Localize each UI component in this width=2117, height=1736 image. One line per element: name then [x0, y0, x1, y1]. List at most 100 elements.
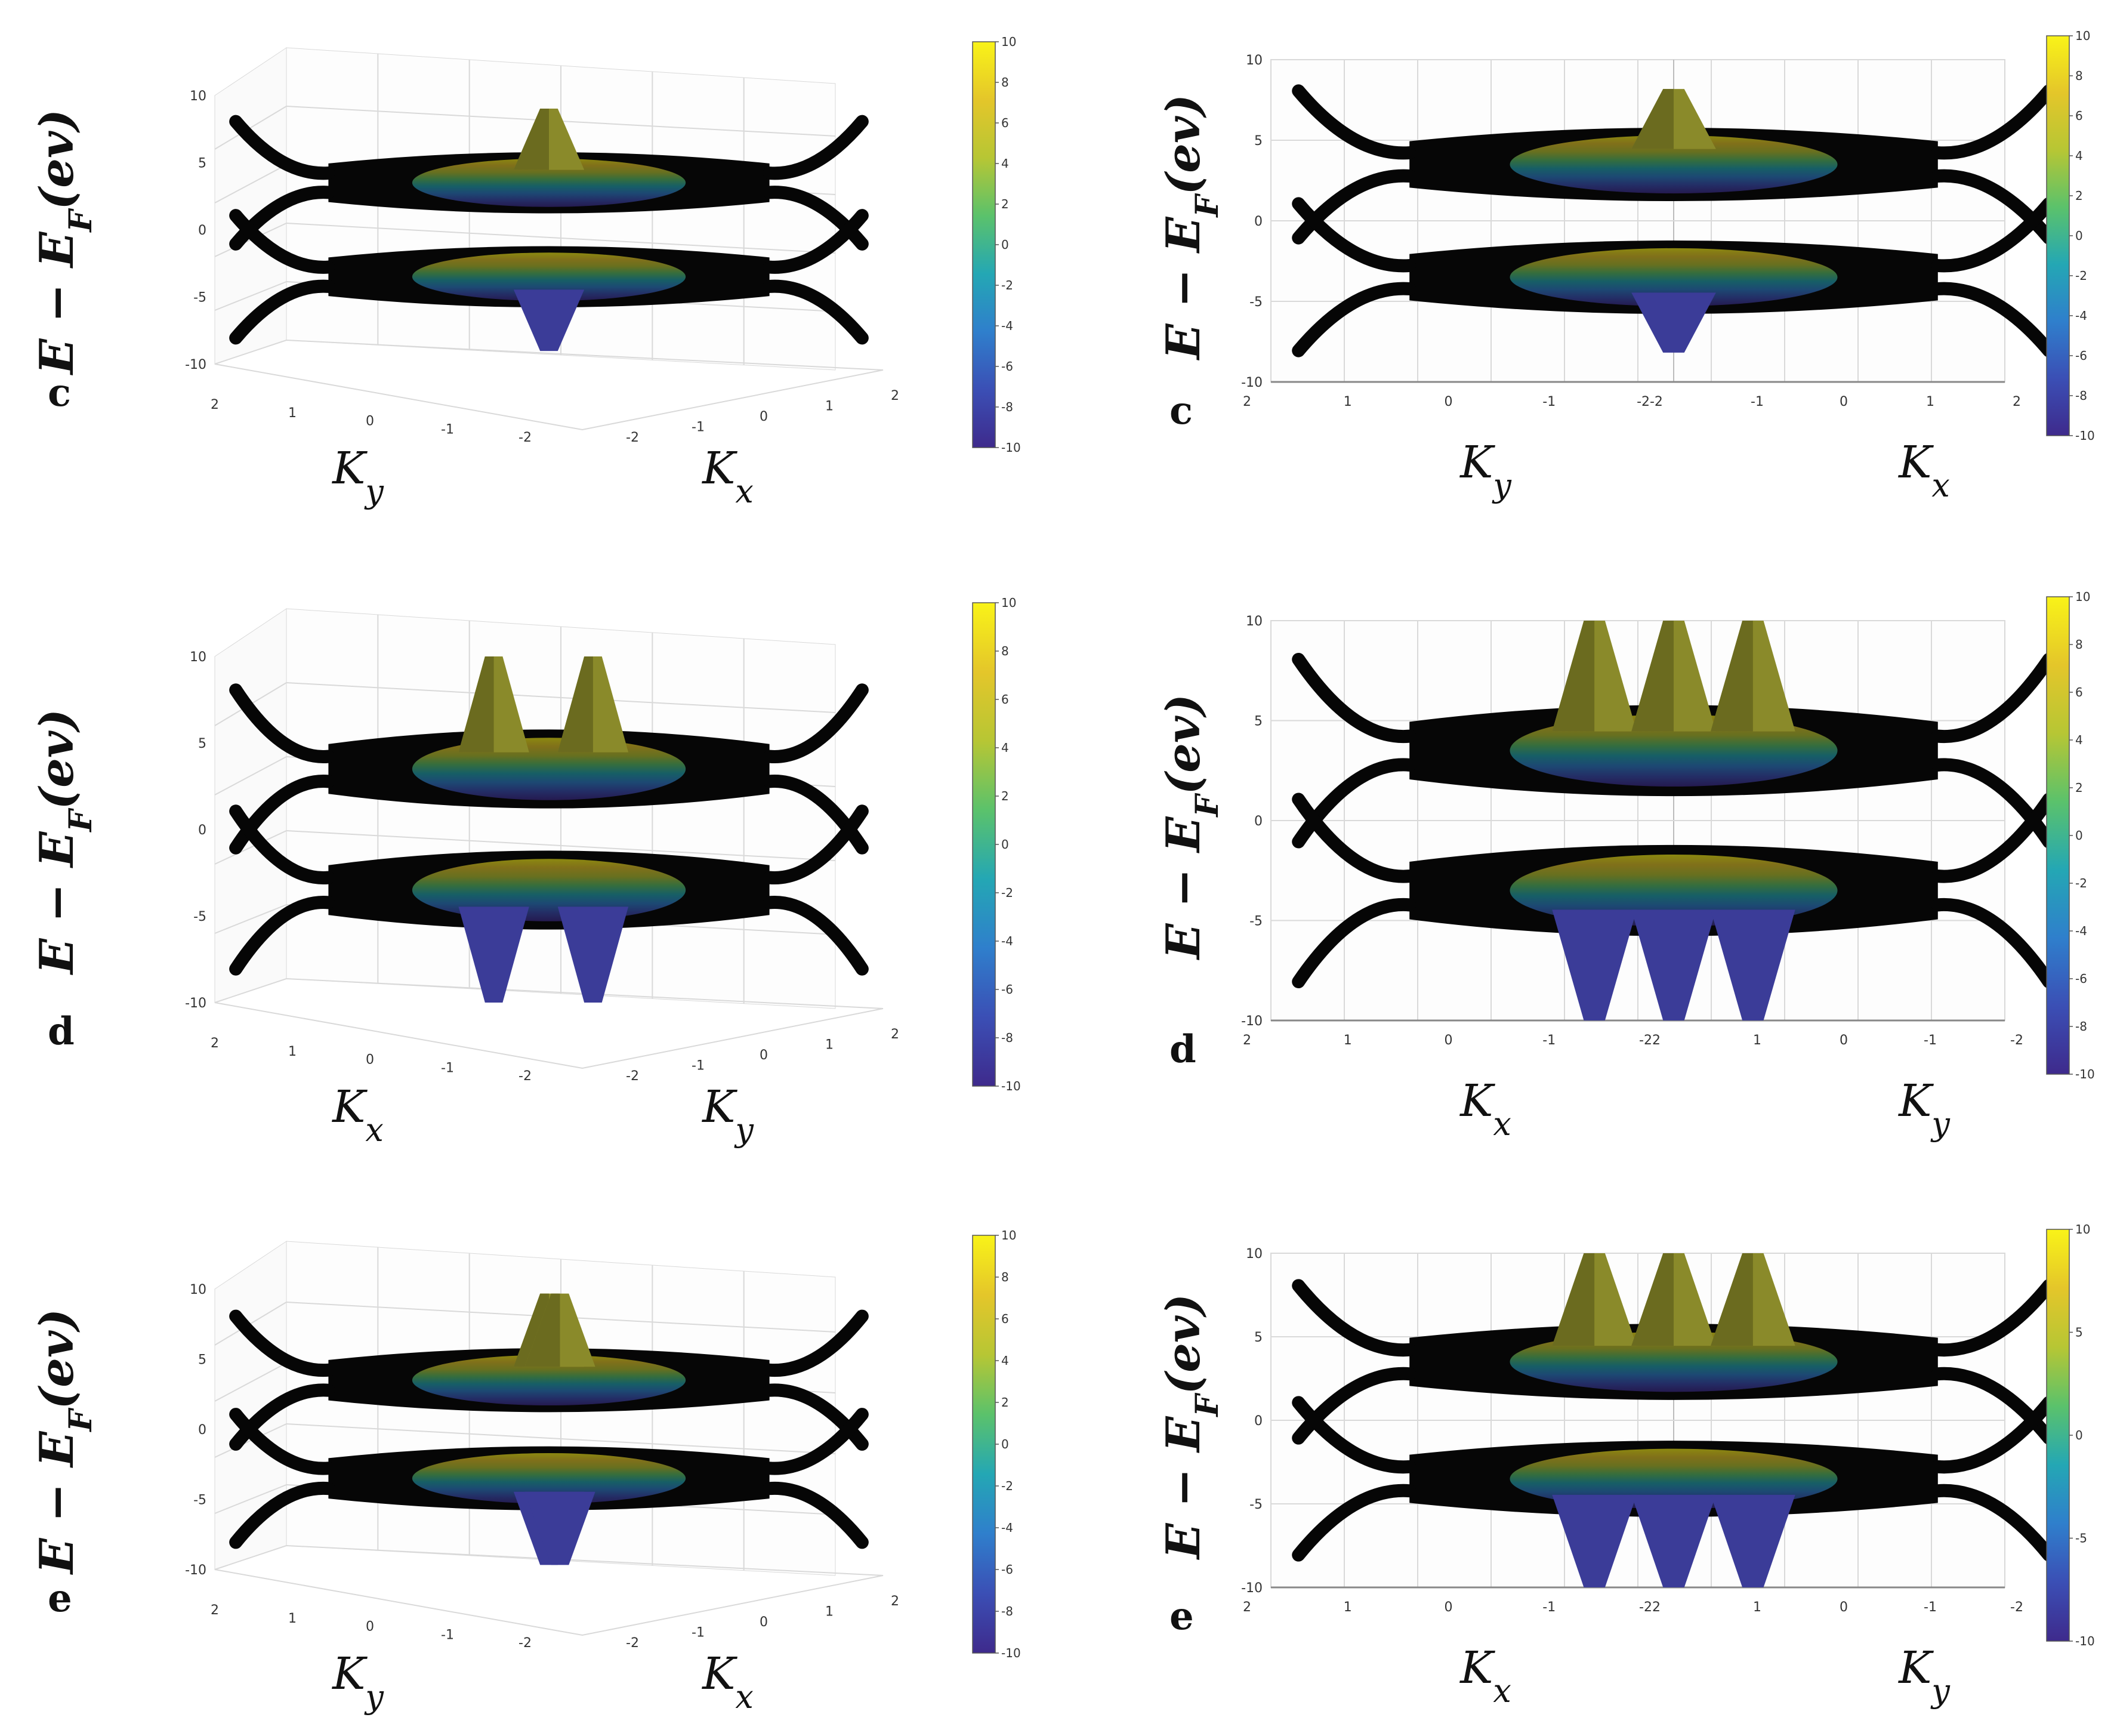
colorbar-tick-label: -10	[2075, 1067, 2095, 1081]
dispersion-arm	[763, 1408, 869, 1475]
z-tick-label: 0	[198, 823, 206, 838]
colorbar-tick-label: -4	[1001, 1521, 1013, 1535]
colorbar-tick-label: -10	[1001, 440, 1021, 455]
colorbar-tick-label: -8	[1001, 1031, 1013, 1045]
ylabel-main: E − E	[1156, 816, 1211, 960]
z-tick-label: -10	[185, 357, 206, 372]
dispersion-arm	[229, 1481, 335, 1549]
cone-valley	[513, 289, 585, 351]
colorbar-tick-label: 2	[1001, 1395, 1009, 1410]
k-axes: 2 1 0 -1 -22 1 0 -1 -2	[1243, 1600, 2023, 1615]
cone-peak-shade	[1552, 621, 1595, 732]
axis1-label-sub: y	[1492, 467, 1512, 504]
axis1-label: Ky	[331, 1648, 384, 1716]
colorbar-tick-label: 4	[2075, 149, 2083, 163]
cone-valley	[1631, 1494, 1716, 1587]
cone-peak-shade	[1631, 89, 1674, 149]
z-axis: 10 5 0 -5 -10	[1241, 1247, 1263, 1596]
ylabel-main: E − E	[1156, 1416, 1211, 1560]
axis1-tick-label: -1	[441, 422, 454, 437]
cone-peak-shade	[1631, 621, 1674, 732]
lower-band-sheen	[412, 252, 686, 301]
z-axis: 10 5 0 -5 -10	[185, 650, 206, 1011]
axis1-tick-label: 2	[211, 397, 219, 412]
panel-label: d	[1169, 1027, 1196, 1072]
dispersion-arm	[763, 209, 869, 274]
dispersion-arm	[229, 683, 335, 763]
z-tick-label: -10	[1241, 1014, 1263, 1029]
colorbar-tick-label: 10	[2075, 29, 2090, 43]
colorbar-tick-label: 8	[1001, 75, 1009, 90]
axis1-label: Kx	[1459, 1075, 1511, 1143]
axis2-tick-label: 1	[825, 1605, 834, 1620]
dispersion-arm	[229, 1408, 335, 1475]
colorbar-tick-label: 10	[1001, 1228, 1016, 1242]
z-tick-label: -5	[1249, 1497, 1263, 1512]
axis1-tick-label: -1	[441, 1060, 454, 1075]
dispersion-arm	[763, 1309, 869, 1377]
axis2-label-sub: x	[1931, 467, 1949, 504]
axis2-label: Kx	[701, 1648, 754, 1716]
grid-line	[286, 223, 836, 254]
axis1-tick-label: 1	[288, 406, 297, 421]
axis1-tick-label: -2	[519, 430, 532, 445]
axis2-label-sub: x	[735, 473, 753, 510]
colorbar: 10 5 0 -5 -10	[2046, 1222, 2095, 1648]
axis2-tick-label: -1	[692, 420, 705, 435]
z-tick-label: -5	[193, 291, 206, 306]
lower-band-sheen	[1510, 854, 1838, 927]
grid-line	[214, 1423, 287, 1458]
colorbar-tick-label: 8	[2075, 69, 2083, 83]
colorbar-tick-label: 5	[2075, 1325, 2083, 1340]
axis2-tick-label: 1	[1753, 1033, 1761, 1048]
axis1-label-main: K	[331, 1648, 368, 1700]
z-tick-label: -5	[1249, 914, 1263, 929]
colorbar-tick-label: -6	[2075, 349, 2087, 363]
colorbar-tick-label: 6	[2075, 685, 2083, 699]
axis2-label-main: K	[701, 1648, 737, 1700]
surface	[1292, 621, 2056, 1020]
axis1-label-main: K	[1459, 1075, 1495, 1127]
colorbar-tick-label: 2	[1001, 197, 1009, 211]
colorbar-tick-label: 0	[2075, 828, 2083, 843]
cone-valley	[524, 1491, 595, 1565]
colorbar-tick-label: 6	[1001, 1312, 1009, 1326]
upper-band-sheen	[1510, 1331, 1838, 1392]
ylabel-tail: (ev)	[30, 1309, 84, 1410]
axis2-label-sub: y	[734, 1111, 754, 1149]
z-tick-label: 0	[198, 1423, 206, 1438]
dispersion-arm	[229, 804, 335, 884]
panel-label: e	[48, 1576, 72, 1621]
axis1-tick-label: 1	[1344, 1600, 1352, 1615]
z-tick-label: 0	[1254, 1414, 1263, 1429]
grid-line	[214, 1362, 287, 1402]
ylabel-main: E − E	[30, 1430, 84, 1575]
axis1-tick-label: -2	[519, 1069, 532, 1084]
axis2-label: Ky	[1897, 1642, 1951, 1710]
floor	[214, 339, 884, 431]
ylabel-tail: (ev)	[30, 709, 84, 810]
colorbar-tick-label: 6	[1001, 692, 1009, 707]
axis2-tick-label: 2	[891, 1027, 899, 1042]
axis2-label: Ky	[1897, 1075, 1951, 1143]
z-tick-label: 5	[1254, 134, 1263, 149]
lower-band-sheen	[412, 859, 686, 921]
dispersion-arm	[229, 1309, 335, 1377]
y-axis-label: E − EF(ev)	[1156, 94, 1226, 360]
colorbar: 10 8 6 4 2 0 -2 -4 -6 -8 -10	[972, 35, 1021, 455]
axis2-tick-label: 2	[891, 388, 899, 403]
dispersion-arm	[1292, 197, 1417, 273]
lower-band-sheen	[412, 1453, 686, 1504]
colorbar-tick-label: 2	[1001, 789, 1009, 803]
axis2-tick-label: 1	[825, 1038, 834, 1053]
axis2-tick-label: -2	[626, 430, 639, 445]
colorbar-tick-label: -6	[2075, 972, 2087, 986]
axis1-label-sub: x	[1493, 1672, 1511, 1710]
upper-band-sheen	[1510, 714, 1838, 787]
y-axis-label: E − EF(ev)	[30, 709, 99, 975]
